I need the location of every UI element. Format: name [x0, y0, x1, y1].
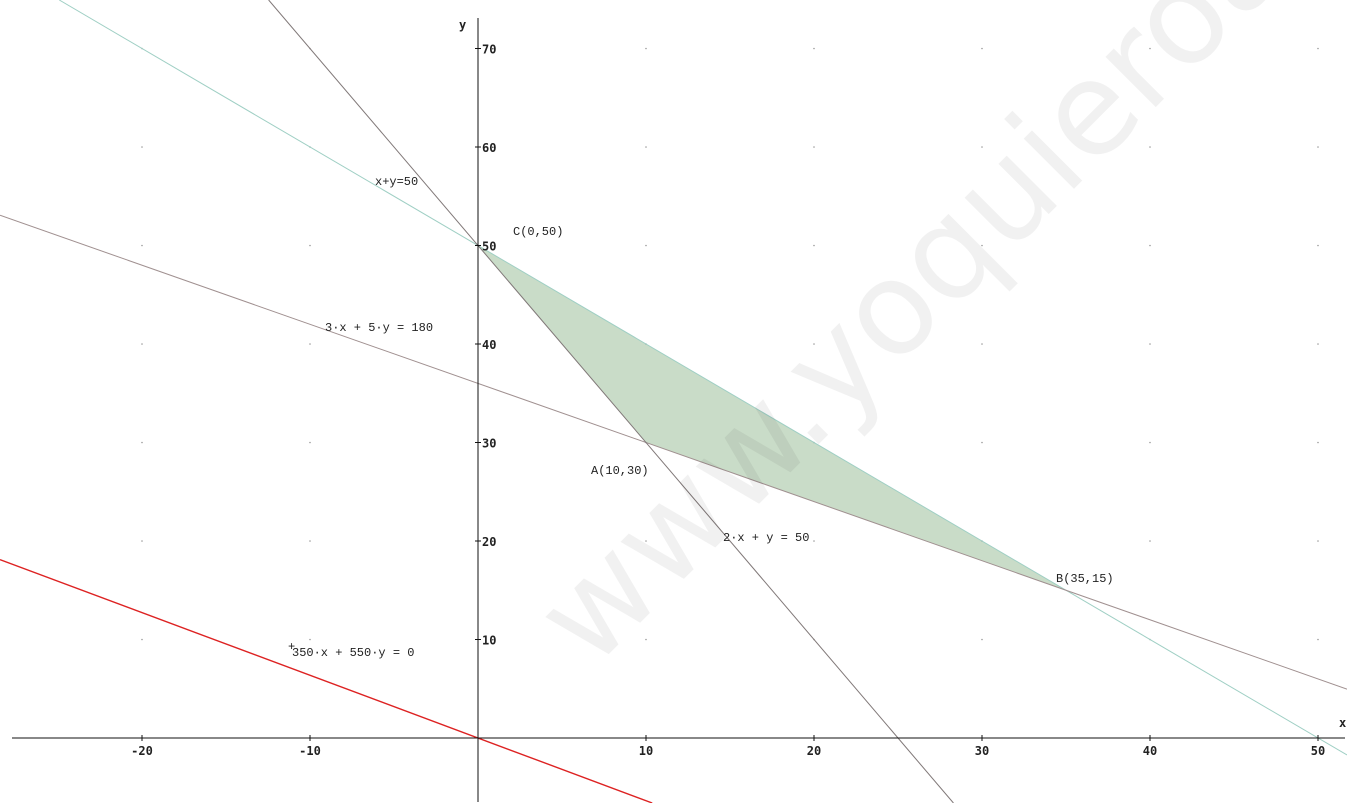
- grid-dot: [813, 244, 815, 247]
- line-label-x-plus-y: x+y=50: [375, 175, 418, 189]
- y-tick-label: 10: [482, 634, 496, 648]
- point-label-a: A(10,30): [591, 464, 649, 478]
- grid-dot: [645, 540, 647, 542]
- grid-dot: [141, 540, 143, 542]
- grid-dot: [813, 540, 815, 542]
- plus-marker: +: [288, 640, 295, 654]
- grid-dot: [981, 47, 983, 50]
- grid-dot: [141, 343, 143, 345]
- grid-dot: [1317, 540, 1319, 542]
- x-tick-label: -10: [299, 744, 321, 758]
- grid-dot: [645, 47, 647, 50]
- grid-dot: [1317, 441, 1319, 444]
- y-axis-label: y: [459, 18, 466, 32]
- grid-dot: [141, 638, 143, 641]
- grid-dot: [1317, 47, 1319, 50]
- grid-dot: [309, 343, 311, 345]
- grid-dot: [1149, 441, 1151, 444]
- grid-dot: [813, 146, 815, 148]
- grid-dot: [981, 244, 983, 247]
- y-tick-label: 60: [482, 141, 496, 155]
- grid-dot: [309, 244, 311, 247]
- axis-ticks: -20 -10 10 20 30 40 50 10 20 30 40 50 60 70: [131, 43, 1325, 759]
- grid-dot: [1149, 343, 1151, 345]
- grid-dot: [645, 244, 647, 247]
- y-tick-label: 20: [482, 535, 496, 549]
- y-tick-label: 40: [482, 338, 496, 352]
- constraint-line: [268, 0, 954, 803]
- point-label-b: B(35,15): [1056, 572, 1114, 586]
- grid-dot: [981, 638, 983, 641]
- grid-dot: [141, 441, 143, 444]
- y-tick-label: 30: [482, 437, 496, 451]
- x-tick-label: 20: [807, 744, 821, 758]
- x-axis-label: x: [1339, 716, 1346, 730]
- grid-dot: [1317, 638, 1319, 641]
- line-label-3x-5y: 3·x + 5·y = 180: [325, 321, 433, 335]
- grid-dot: [309, 540, 311, 542]
- x-tick-label: 50: [1311, 744, 1325, 758]
- grid-dot: [1317, 146, 1319, 148]
- grid-dot: [1149, 146, 1151, 148]
- x-tick-label: 40: [1143, 744, 1157, 758]
- grid-dot: [309, 441, 311, 444]
- grid-dot: [1149, 244, 1151, 247]
- y-tick-label: 70: [482, 43, 496, 57]
- grid-dot: [309, 638, 311, 641]
- grid-dot: [645, 146, 647, 148]
- x-tick-label: -20: [131, 744, 153, 758]
- grid-dot: [981, 343, 983, 345]
- grid-dot: [813, 343, 815, 345]
- constraint-line: [0, 214, 1347, 690]
- line-label-2x-y: 2·x + y = 50: [723, 531, 809, 545]
- grid-dot: [981, 441, 983, 444]
- grid-dot: [1149, 540, 1151, 542]
- grid-dot: [645, 638, 647, 641]
- line-label-objective: 350·x + 550·y = 0: [292, 646, 414, 660]
- grid-dot: [1317, 244, 1319, 247]
- point-label-c: C(0,50): [513, 225, 563, 239]
- grid-dot: [141, 146, 143, 148]
- x-tick-label: 30: [975, 744, 989, 758]
- grid-dot: [813, 47, 815, 50]
- x-tick-label: 10: [639, 744, 653, 758]
- grid-dot: [1317, 343, 1319, 345]
- grid-dot: [981, 146, 983, 148]
- constraint-line: [59, 0, 1347, 756]
- y-tick-label: 50: [482, 240, 496, 254]
- grid-dot: [141, 244, 143, 247]
- constraint-line: [0, 558, 653, 803]
- grid-dot: [1149, 47, 1151, 50]
